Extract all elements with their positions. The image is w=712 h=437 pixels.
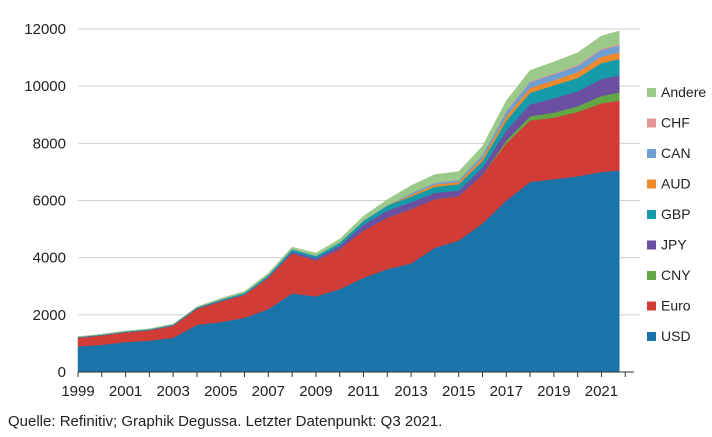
- stacked-areas: [77, 30, 620, 373]
- x-tick-label-2009: 2009: [299, 383, 332, 400]
- area-series-andere: [77, 30, 620, 338]
- legend-label-cny: CNY: [661, 267, 691, 283]
- legend-swatch-aud: [647, 179, 656, 189]
- legend-label-can: CAN: [661, 145, 691, 161]
- legend-swatch-cny: [647, 271, 656, 280]
- y-tick-label-12000: 12000: [24, 21, 66, 38]
- y-tick-label-10000: 10000: [24, 78, 66, 95]
- legend-swatch-usd: [647, 332, 656, 341]
- legend-swatch-jpy: [647, 240, 656, 250]
- x-tick-label-2005: 2005: [204, 383, 237, 400]
- legend-swatch-gbp: [647, 210, 656, 219]
- legend-label-aud: AUD: [661, 176, 691, 192]
- legend-swatch-can: [647, 149, 656, 158]
- x-tick-label-2013: 2013: [394, 383, 427, 400]
- x-tick-label-2007: 2007: [252, 383, 285, 400]
- y-tick-label-2000: 2000: [33, 307, 66, 324]
- legend-swatch-chf: [647, 118, 656, 128]
- legend-label-jpy: JPY: [661, 237, 687, 253]
- legend-label-gbp: GBP: [661, 206, 691, 222]
- x-tick-label-2021: 2021: [585, 383, 618, 400]
- y-tick-label-6000: 6000: [33, 193, 66, 210]
- source-note: Quelle: Refinitiv; Graphik Degussa. Letz…: [8, 413, 443, 430]
- x-tick-label-1999: 1999: [61, 383, 94, 400]
- x-tick-label-2001: 2001: [109, 383, 142, 400]
- x-tick-label-2015: 2015: [442, 383, 475, 400]
- legend-swatch-euro: [647, 301, 656, 311]
- x-tick-label-2011: 2011: [347, 383, 379, 400]
- legend-swatch-andere: [647, 88, 656, 97]
- x-tick-label-2017: 2017: [490, 383, 523, 400]
- x-tick-label-2003: 2003: [156, 383, 189, 400]
- legend-label-usd: USD: [661, 328, 691, 344]
- x-tick-label-2019: 2019: [537, 383, 570, 400]
- y-tick-label-4000: 4000: [33, 250, 66, 267]
- legend-label-chf: CHF: [661, 115, 690, 131]
- y-tick-label-0: 0: [58, 364, 66, 381]
- legend-label-andere: Andere: [661, 84, 706, 100]
- legend-label-euro: Euro: [661, 298, 691, 314]
- y-tick-label-8000: 8000: [33, 135, 66, 152]
